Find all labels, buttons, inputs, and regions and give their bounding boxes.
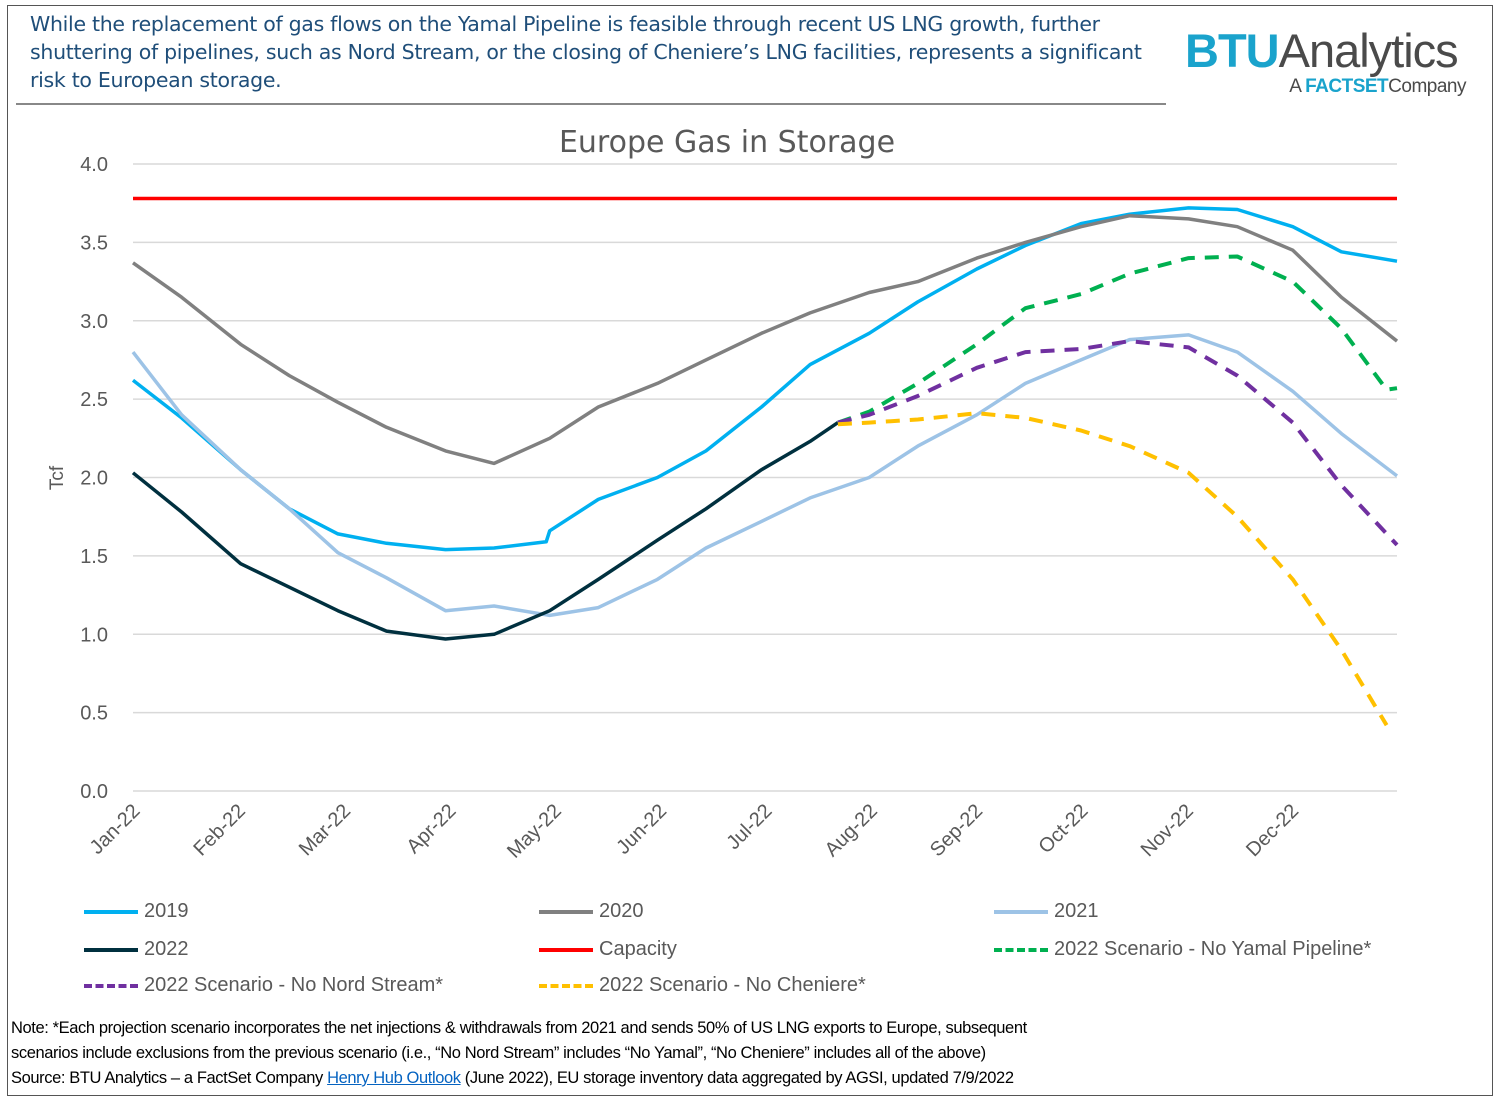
legend-item: Capacity [539,938,677,961]
legend-swatch [84,909,138,914]
y-tick-label: 1.0 [80,624,108,646]
legend-label: 2020 [599,900,644,922]
source-prefix: Source: BTU Analytics – a FactSet Compan… [11,1069,328,1087]
chart-title: Europe Gas in Storage [559,125,895,160]
legend-item: 2022 Scenario - No Yamal Pipeline* [994,938,1371,961]
legend-swatch [994,947,1048,952]
divider [16,103,1166,105]
x-tick-label: Mar-22 [295,800,355,860]
henry-hub-outlook-link[interactable]: Henry Hub Outlook [327,1069,461,1087]
x-tick-label: Aug-22 [821,800,882,861]
logo-analytics: Analytics [1278,24,1459,77]
y-tick-label: 0.0 [80,781,108,803]
y-tick-label: 1.5 [80,546,108,568]
legend-item: 2020 [539,900,644,923]
logo-company: Company [1388,76,1466,97]
x-tick-label: Jan-22 [86,800,145,859]
logo-btu: BTU [1185,24,1280,77]
legend-swatch [539,983,593,988]
btu-analytics-logo: BTUAnalytics A FACTSETCompany [1185,24,1480,98]
legend-swatch [84,947,138,952]
y-tick-label: 4.0 [80,154,108,176]
legend-swatch [994,909,1048,914]
legend-swatch [539,947,593,952]
x-tick-label: Jun-22 [612,800,671,859]
legend-label: 2019 [144,900,189,922]
x-tick-label: Sep-22 [926,800,987,861]
x-tick-label: Jul-22 [722,800,776,854]
legend-item: 2021 [994,900,1099,923]
legend-item: 2022 Scenario - No Cheniere* [539,974,866,997]
source-line: Source: BTU Analytics – a FactSet Compan… [11,1066,1027,1091]
legend-item: 2022 Scenario - No Nord Stream* [84,974,443,997]
x-tick-label: Dec-22 [1242,800,1303,861]
chart-frame [7,5,1493,1096]
note-line-1: Note: *Each projection scenario incorpor… [11,1019,1027,1037]
y-axis-label: Tcf [47,465,68,490]
series-line-2022-scenario-no-nord-stream [837,339,1399,547]
legend-item: 2019 [84,900,189,923]
series-line-2020 [131,213,1399,466]
source-suffix: (June 2022), EU storage inventory data a… [460,1069,1014,1087]
series-line-2021 [131,333,1399,618]
legend-label: 2021 [1054,900,1099,922]
headline: While the replacement of gas flows on th… [30,12,1142,92]
x-tick-label: May-22 [503,800,566,863]
y-tick-label: 3.5 [80,232,108,254]
y-tick-label: 2.5 [80,389,108,411]
note-line-2: scenarios include exclusions from the pr… [11,1044,986,1062]
legend-swatch [84,983,138,988]
legend-label: Capacity [599,938,677,960]
series-line-2022 [131,421,839,641]
x-tick-label: Oct-22 [1035,800,1093,858]
y-tick-label: 2.0 [80,468,108,490]
legend-label: 2022 Scenario - No Cheniere* [599,974,866,996]
logo-factset: FACTSET [1305,76,1389,97]
y-tick-label: 0.5 [80,703,108,725]
y-tick-label: 3.0 [80,311,108,333]
logo-prefix: A [1289,76,1301,97]
legend-item: 2022 [84,938,189,961]
x-tick-label: Feb-22 [189,800,249,860]
series-line-2019 [131,206,1398,552]
legend-label: 2022 Scenario - No Nord Stream* [144,974,444,996]
legend-label: 2022 [144,938,189,960]
x-tick-label: Nov-22 [1137,800,1198,861]
legend-swatch [539,909,593,914]
x-tick-label: Apr-22 [403,800,461,858]
legend-label: 2022 Scenario - No Yamal Pipeline* [1054,938,1372,960]
footnote: Note: *Each projection scenario incorpor… [11,1016,1027,1091]
series-line-2022-scenario-no-cheniere [837,411,1389,727]
